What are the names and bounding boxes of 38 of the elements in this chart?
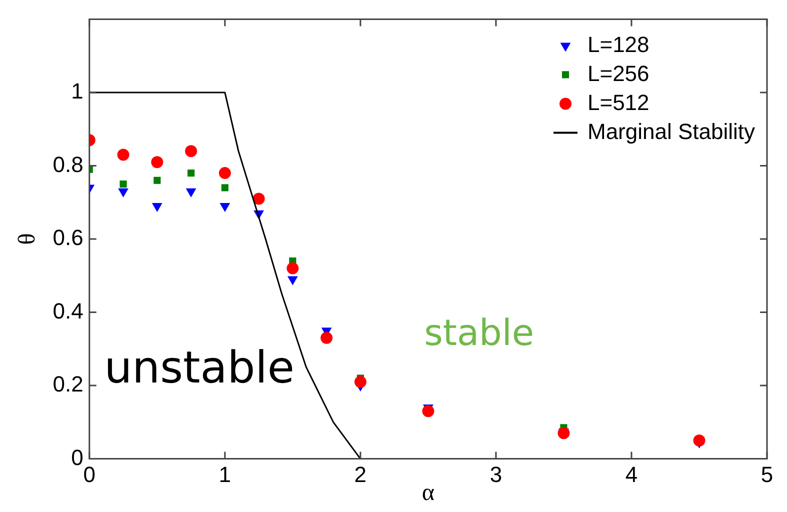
y-axis-title: θ <box>14 233 41 245</box>
annotation: unstable <box>104 342 294 394</box>
y-tick-label: 1 <box>71 78 84 104</box>
point <box>152 203 162 212</box>
y-tick-label: 0 <box>71 444 84 470</box>
point <box>185 145 198 158</box>
x-tick-label: 5 <box>760 462 774 488</box>
point <box>186 188 196 198</box>
legend-label: L=256 <box>587 60 650 86</box>
x-tick-label: 1 <box>218 462 232 488</box>
point <box>151 156 164 168</box>
point <box>252 192 265 205</box>
point <box>117 148 130 161</box>
point <box>221 184 228 192</box>
point <box>154 176 161 184</box>
legend-label: Marginal Stability <box>587 118 755 144</box>
y-tick-label: 0.6 <box>52 225 84 250</box>
x-axis-title: α <box>422 480 435 506</box>
point <box>118 188 128 198</box>
y-tick-label: 0.4 <box>52 298 84 324</box>
point <box>218 167 231 180</box>
point <box>422 405 434 418</box>
x-tick-label: 2 <box>354 462 367 488</box>
point <box>320 332 333 344</box>
point <box>187 170 195 177</box>
point <box>120 180 127 188</box>
point <box>693 434 706 446</box>
annotation: stable <box>424 313 534 354</box>
point <box>220 203 230 212</box>
legend-label: L=512 <box>587 90 650 115</box>
point <box>354 376 366 388</box>
y-tick-label: 0.2 <box>52 372 84 397</box>
y-tick-label: 0.8 <box>52 152 84 177</box>
x-tick-label: 3 <box>490 462 502 488</box>
point <box>286 262 299 274</box>
point <box>287 276 298 286</box>
legend-label: L=128 <box>587 32 650 57</box>
x-tick-label: 4 <box>625 462 638 488</box>
